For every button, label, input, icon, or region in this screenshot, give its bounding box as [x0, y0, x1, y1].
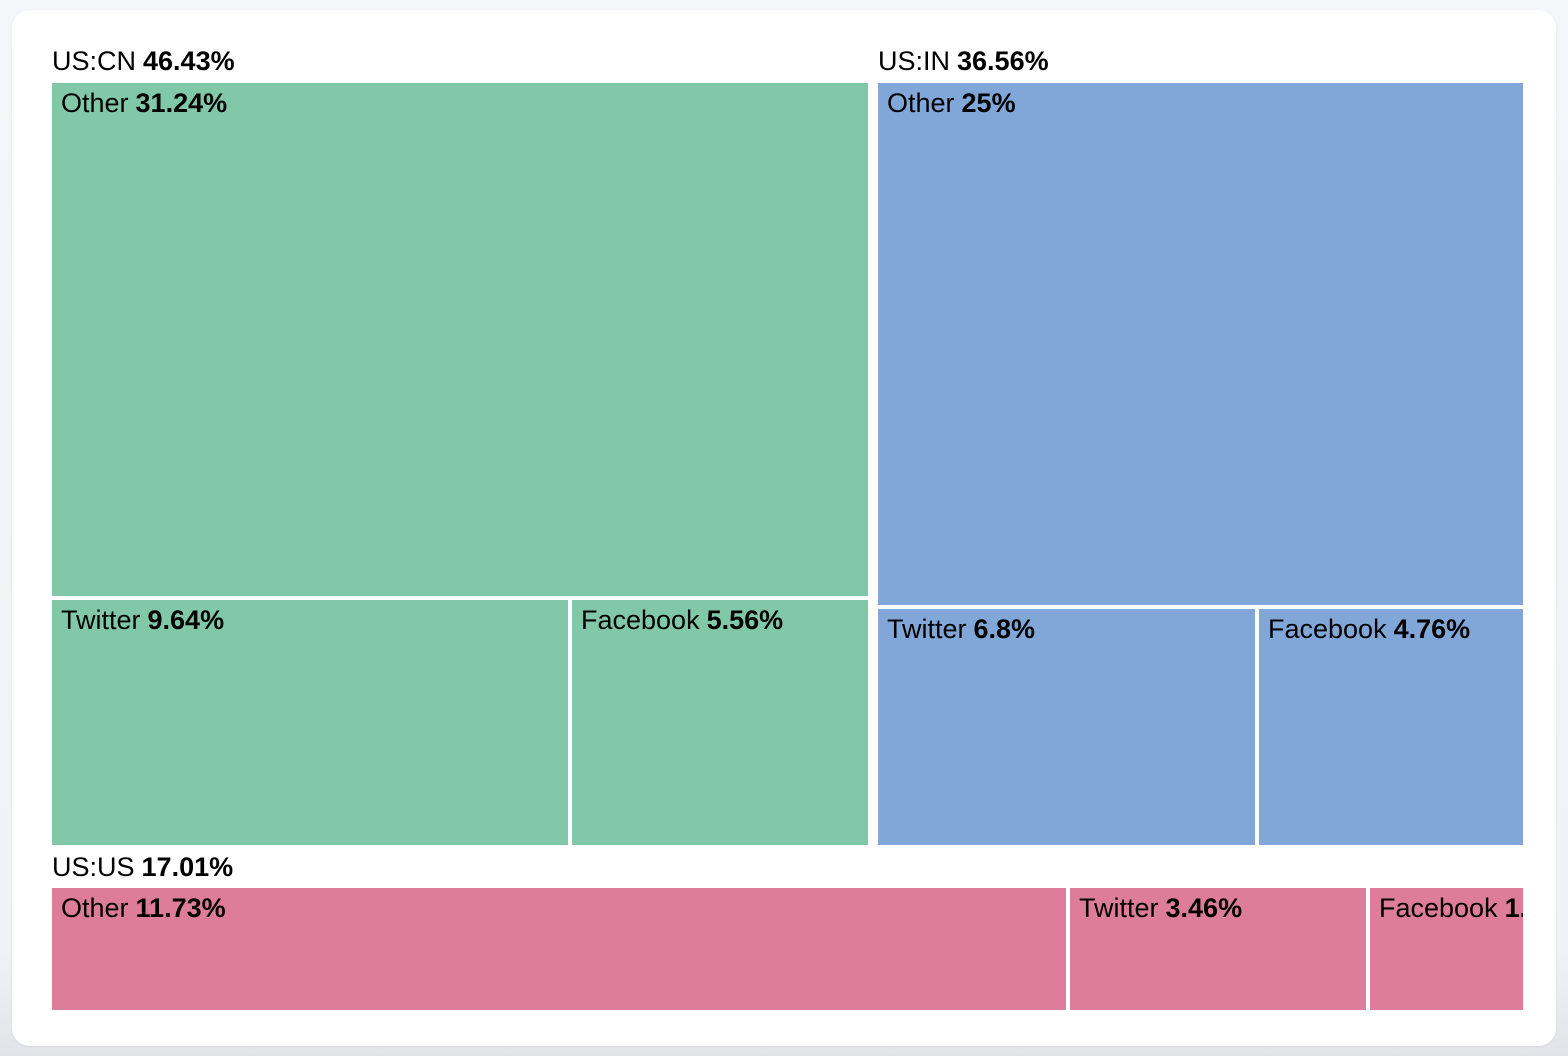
group-header-percent: 17.01%	[141, 852, 234, 882]
cell-percent: 6.8%	[973, 614, 1036, 644]
cell-label: Facebook	[581, 605, 700, 635]
group-header-label: US:IN	[878, 46, 951, 76]
group-header-percent: 36.56%	[957, 46, 1049, 76]
group-header-us-cn[interactable]: US:CN 46.43%	[52, 46, 235, 76]
group-header-us-in[interactable]: US:IN 36.56%	[878, 46, 1049, 76]
cell-percent: 1.81%	[1504, 893, 1523, 923]
cell-us-cn-twitter[interactable]: Twitter 9.64%	[52, 600, 568, 845]
cell-us-us-twitter[interactable]: Twitter 3.46%	[1070, 888, 1366, 1010]
cell-percent: 3.46%	[1165, 893, 1243, 923]
cell-us-in-other[interactable]: Other 25%	[878, 83, 1523, 605]
group-header-us-us[interactable]: US:US 17.01%	[52, 852, 233, 882]
cell-percent: 9.64%	[147, 605, 225, 635]
cell-label: Other	[61, 88, 129, 118]
cell-percent: 5.56%	[706, 605, 784, 635]
cell-label: Twitter	[1079, 893, 1159, 923]
cell-label: Other	[61, 893, 129, 923]
cell-label: Twitter	[887, 614, 967, 644]
cell-us-in-facebook[interactable]: Facebook 4.76%	[1259, 609, 1523, 845]
group-header-label: US:CN	[52, 46, 137, 76]
cell-us-in-twitter[interactable]: Twitter 6.8%	[878, 609, 1255, 845]
cell-label: Facebook	[1268, 614, 1387, 644]
cell-us-us-facebook[interactable]: Facebook 1.81%	[1370, 888, 1523, 1010]
cell-percent: 25%	[961, 88, 1016, 118]
cell-label: Other	[887, 88, 955, 118]
cell-us-cn-facebook[interactable]: Facebook 5.56%	[572, 600, 868, 845]
cell-label: Twitter	[61, 605, 141, 635]
treemap-card: US:CN 46.43% Other 31.24% Twitter 9.64% Fac…	[12, 10, 1556, 1046]
cell-percent: 4.76%	[1393, 614, 1471, 644]
cell-label: Facebook	[1379, 893, 1498, 923]
cell-percent: 11.73%	[135, 893, 226, 923]
cell-percent: 31.24%	[135, 88, 228, 118]
group-header-percent: 46.43%	[143, 46, 235, 76]
group-header-label: US:US	[52, 852, 135, 882]
cell-us-cn-other[interactable]: Other 31.24%	[52, 83, 868, 596]
cell-us-us-other[interactable]: Other 11.73%	[52, 888, 1066, 1010]
